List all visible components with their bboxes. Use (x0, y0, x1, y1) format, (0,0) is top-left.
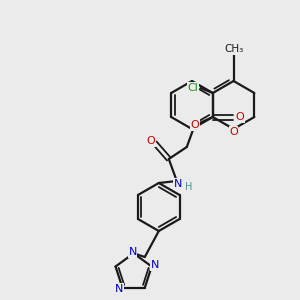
Text: O: O (236, 112, 244, 122)
Text: O: O (146, 136, 155, 146)
Text: N: N (174, 179, 182, 189)
Text: N: N (151, 260, 159, 271)
Text: H: H (185, 182, 193, 192)
Text: O: O (190, 120, 199, 130)
Text: N: N (115, 284, 124, 294)
Text: O: O (229, 127, 238, 137)
Text: CH₃: CH₃ (224, 44, 243, 54)
Text: Cl: Cl (187, 83, 198, 93)
Text: N: N (128, 248, 137, 257)
